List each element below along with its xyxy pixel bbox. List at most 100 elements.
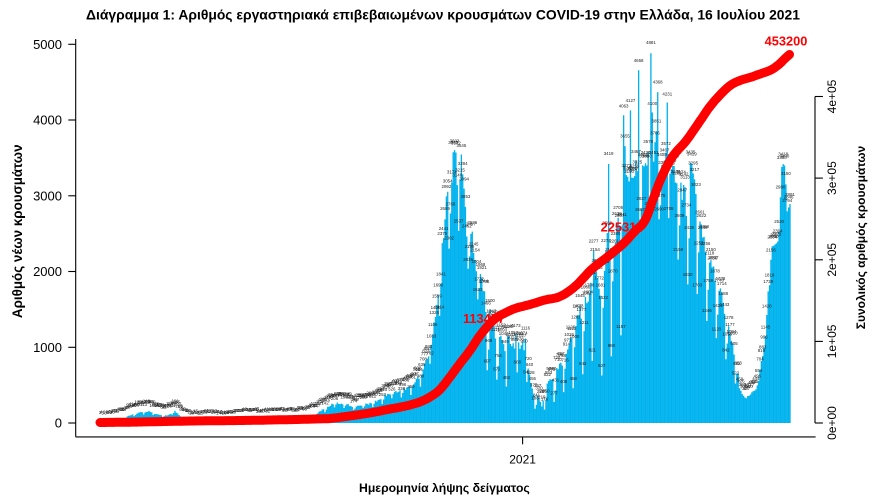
svg-text:12: 12	[108, 409, 113, 414]
svg-text:118: 118	[151, 402, 159, 407]
svg-text:21: 21	[204, 408, 209, 413]
svg-text:28: 28	[114, 408, 119, 413]
svg-text:2891: 2891	[785, 192, 795, 197]
svg-text:37: 37	[115, 409, 120, 414]
svg-text:3655: 3655	[620, 134, 630, 139]
svg-text:2158: 2158	[673, 247, 683, 252]
svg-text:3000: 3000	[33, 188, 62, 203]
svg-text:225: 225	[327, 393, 335, 398]
svg-text:230: 230	[355, 393, 363, 398]
svg-text:242: 242	[365, 392, 373, 397]
svg-text:403: 403	[394, 381, 402, 386]
svg-text:1604: 1604	[583, 289, 593, 294]
svg-text:3400: 3400	[780, 153, 790, 158]
svg-text:63: 63	[179, 407, 184, 412]
svg-text:99: 99	[128, 404, 133, 409]
svg-text:2067: 2067	[709, 255, 719, 260]
svg-text:Αριθμός νέων κρουσμάτων: Αριθμός νέων κρουσμάτων	[10, 144, 25, 318]
svg-text:3400: 3400	[642, 154, 652, 159]
svg-text:1126: 1126	[566, 324, 576, 329]
svg-text:496: 496	[754, 374, 762, 379]
svg-text:188: 188	[531, 395, 539, 400]
svg-text:18: 18	[189, 410, 194, 415]
svg-text:377: 377	[530, 383, 538, 388]
svg-text:21: 21	[203, 410, 208, 415]
svg-text:1423: 1423	[574, 304, 584, 309]
svg-text:327: 327	[743, 386, 751, 391]
svg-text:2609: 2609	[675, 213, 685, 218]
svg-text:10: 10	[106, 409, 111, 414]
svg-text:1466: 1466	[481, 301, 491, 306]
svg-text:1414: 1414	[435, 305, 445, 310]
svg-text:3402: 3402	[638, 152, 648, 157]
svg-text:357: 357	[383, 385, 391, 390]
svg-text:374: 374	[381, 383, 389, 388]
svg-text:1744: 1744	[478, 279, 488, 284]
svg-text:2394: 2394	[773, 228, 783, 233]
svg-text:17: 17	[197, 411, 202, 416]
svg-text:3572: 3572	[451, 140, 461, 145]
svg-text:1e+05: 1e+05	[825, 324, 839, 358]
svg-text:42: 42	[268, 407, 273, 412]
svg-text:708: 708	[420, 357, 428, 362]
svg-text:710: 710	[555, 357, 563, 362]
svg-text:1522: 1522	[598, 295, 608, 300]
svg-text:146: 146	[137, 400, 145, 405]
svg-text:3023: 3023	[691, 182, 701, 187]
svg-text:2438: 2438	[684, 225, 694, 230]
svg-text:255: 255	[370, 392, 378, 397]
svg-text:2768: 2768	[446, 202, 456, 207]
svg-text:458: 458	[570, 376, 578, 381]
svg-text:295: 295	[540, 388, 548, 393]
svg-text:411: 411	[391, 379, 399, 384]
svg-text:458: 458	[400, 376, 408, 381]
svg-text:382: 382	[739, 382, 747, 387]
svg-text:2611: 2611	[618, 212, 628, 217]
svg-text:3217: 3217	[690, 167, 700, 172]
svg-text:253: 253	[364, 392, 372, 397]
svg-text:326: 326	[388, 387, 396, 392]
svg-text:1681: 1681	[596, 283, 606, 288]
svg-text:42: 42	[183, 408, 188, 413]
svg-text:157: 157	[317, 398, 325, 403]
svg-text:1013: 1013	[507, 334, 517, 339]
svg-text:56: 56	[181, 406, 186, 411]
svg-text:1328: 1328	[429, 310, 439, 315]
svg-text:468: 468	[403, 375, 411, 380]
svg-text:3325: 3325	[632, 159, 642, 164]
svg-text:1830: 1830	[683, 272, 693, 277]
svg-text:41: 41	[263, 407, 268, 412]
svg-text:554: 554	[755, 368, 763, 373]
svg-text:1666: 1666	[581, 284, 591, 289]
svg-text:1400: 1400	[431, 305, 441, 310]
svg-text:174: 174	[350, 399, 358, 404]
svg-text:198: 198	[340, 395, 348, 400]
svg-text:Ημερομηνία λήψης δείγματος: Ημερομηνία λήψης δείγματος	[359, 481, 530, 495]
svg-text:38: 38	[185, 408, 190, 413]
svg-text:4881: 4881	[646, 40, 656, 45]
svg-text:34: 34	[275, 407, 280, 412]
svg-text:608: 608	[414, 366, 422, 371]
svg-text:3e+05: 3e+05	[825, 161, 839, 195]
svg-text:24: 24	[230, 410, 235, 415]
svg-text:1708: 1708	[585, 282, 595, 287]
svg-text:436: 436	[402, 377, 410, 382]
svg-text:0: 0	[55, 416, 62, 431]
svg-text:1968: 1968	[476, 262, 486, 267]
svg-text:584: 584	[415, 367, 423, 372]
svg-text:3408: 3408	[657, 152, 667, 157]
svg-text:2e+05: 2e+05	[825, 243, 839, 277]
svg-text:199: 199	[360, 395, 368, 400]
svg-text:27: 27	[237, 408, 242, 413]
svg-text:256: 256	[338, 391, 346, 396]
svg-text:797: 797	[557, 351, 565, 356]
svg-text:305: 305	[375, 388, 383, 393]
svg-text:1145: 1145	[761, 325, 771, 330]
svg-text:1140: 1140	[504, 324, 514, 329]
svg-text:259: 259	[368, 392, 376, 397]
svg-text:2441: 2441	[439, 226, 449, 231]
svg-text:2705: 2705	[664, 206, 674, 211]
svg-text:2520: 2520	[774, 219, 784, 224]
svg-text:553: 553	[545, 370, 553, 375]
svg-text:48: 48	[278, 406, 283, 411]
